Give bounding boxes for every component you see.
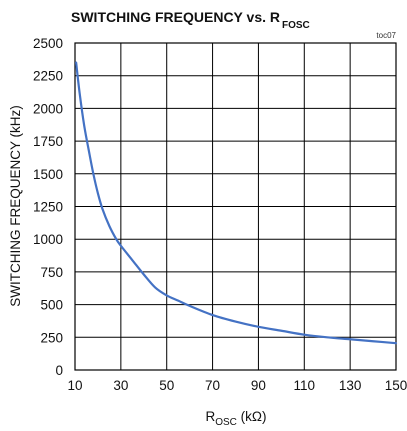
y-tick-label: 2250 (33, 69, 63, 84)
chart-annotation: toc07 (376, 31, 396, 40)
y-tick-label: 750 (40, 265, 63, 280)
x-axis-title-subscript: OSC (215, 417, 237, 428)
y-tick-label: 1500 (33, 167, 63, 182)
x-axis-title-main: R (205, 409, 215, 424)
y-tick-label: 500 (40, 298, 63, 313)
plot-frame (74, 42, 397, 371)
chart-title-subscript: FOSC (282, 20, 310, 31)
x-tick-label: 50 (159, 378, 174, 393)
y-tick-label: 1750 (33, 134, 63, 149)
x-tick-label: 30 (113, 378, 128, 393)
x-tick-label: 90 (251, 378, 266, 393)
y-tick-label: 1250 (33, 200, 63, 215)
series-line (75, 61, 398, 345)
x-tick-label: 10 (67, 378, 82, 393)
x-axis-title-unit: (kΩ) (237, 409, 267, 424)
x-tick-label: 150 (385, 378, 407, 393)
y-tick-label: 1000 (33, 232, 63, 247)
x-tick-label: 130 (339, 378, 362, 393)
grid (74, 42, 397, 371)
x-tick-label: 110 (294, 378, 316, 393)
y-tick-label: 0 (55, 363, 63, 378)
tick-labels: 10 30 50 70 90 110 130 150025050075010001250150… (33, 36, 407, 393)
x-tick-label: 70 (205, 378, 220, 393)
y-axis-title: SWITCHING FREQUENCY (kHz) (8, 105, 23, 307)
y-tick-label: 250 (40, 330, 63, 345)
y-tick-label: 2500 (33, 36, 63, 51)
series-layer (75, 61, 398, 345)
x-axis-title: ROSC (kΩ) (205, 409, 266, 428)
chart-title: SWITCHING FREQUENCY vs. R (71, 9, 280, 25)
y-tick-label: 2000 (33, 101, 63, 116)
